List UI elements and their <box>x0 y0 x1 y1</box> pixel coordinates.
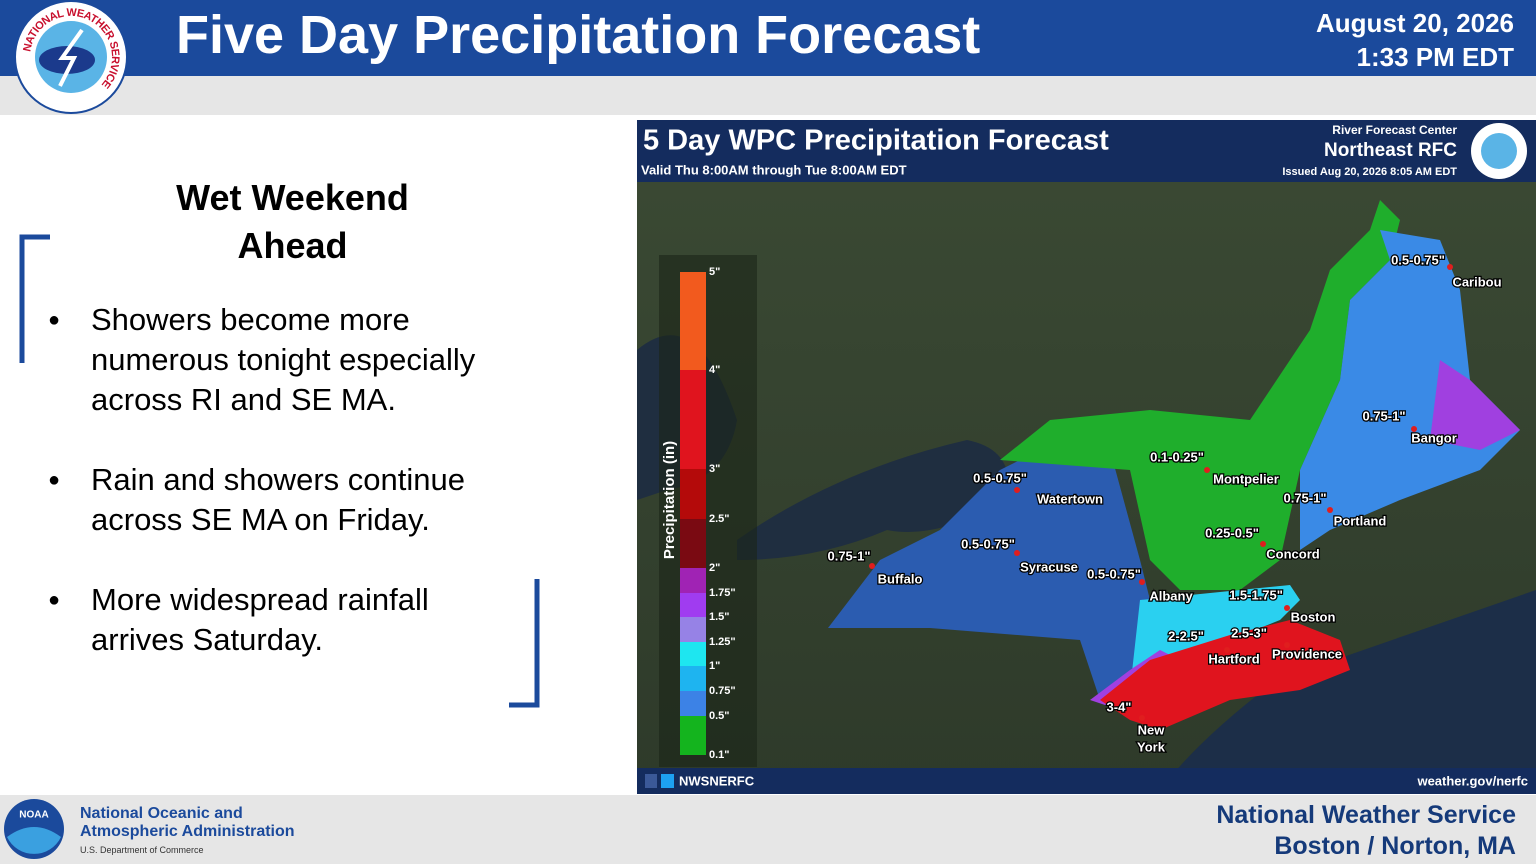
noaa-logo-text: NOAA <box>19 810 48 821</box>
legend-swatch <box>680 691 706 716</box>
office-line: National Weather Service <box>1216 801 1516 829</box>
timestamp: August 20, 2026 1:33 PM EDT <box>1316 6 1514 74</box>
city-label: Montpelier <box>1213 471 1279 486</box>
city-label: Bangor <box>1411 430 1457 445</box>
legend-title: Precipitation (in) <box>661 441 678 559</box>
legend-label: 1" <box>709 660 720 672</box>
issued: Issued Aug 20, 2026 8:05 AM EDT <box>1282 166 1457 178</box>
legend-swatch <box>680 568 706 593</box>
rfc-label: River Forecast Center <box>1332 123 1457 137</box>
date: August 20, 2026 <box>1316 8 1514 38</box>
map-labels: 0.5-0.75" Caribou 0.75-1" Bangor 0.1-0.2… <box>826 251 1503 756</box>
city-label: Portland <box>1334 513 1387 528</box>
city-label: York <box>1137 739 1166 754</box>
legend-label: 3" <box>709 463 720 475</box>
amount-label: 0.75-1" <box>1283 490 1326 505</box>
legend-swatch <box>680 469 706 519</box>
header-strip <box>0 76 1536 115</box>
legend-label: 0.75" <box>709 685 736 697</box>
noaa-logo: NOAA <box>4 799 64 859</box>
amount-label: 3-4" <box>1107 699 1132 714</box>
amount-label: 0.5-0.75" <box>961 536 1015 551</box>
legend: 5" 4" 3" 2.5" 2" 1.75" 1.5" 1.25" 1" 0.75" 0.5" 0.1… <box>680 266 736 761</box>
city-label: New <box>1138 722 1166 737</box>
region <box>1430 360 1520 450</box>
bullet: Rain and showers continue across SE MA o… <box>48 460 518 540</box>
map-footer <box>637 768 1536 794</box>
city-label: Boston <box>1291 609 1336 624</box>
city-label: Caribou <box>1452 274 1501 289</box>
office: National Weather Service Boston / Norton… <box>1216 800 1516 862</box>
legend-label: 2.5" <box>709 513 730 525</box>
legend-label: 4" <box>709 364 720 376</box>
rfc-name: Northeast RFC <box>1324 140 1457 161</box>
office-line: Boston / Norton, MA <box>1274 832 1516 860</box>
legend-label: 1.5" <box>709 611 730 623</box>
website: weather.gov/nerfc <box>1416 773 1528 788</box>
amount-label: 0.75-1" <box>827 548 870 563</box>
legend-swatch <box>680 716 706 755</box>
bullet: More widespread rainfall arrives Saturda… <box>48 580 518 660</box>
city-label: Buffalo <box>878 571 923 586</box>
city-label: Syracuse <box>1020 559 1078 574</box>
legend-swatch <box>680 593 706 617</box>
legend-label: 5" <box>709 266 720 278</box>
social-handle: NWSNERFC <box>679 773 755 788</box>
noaa-dept: U.S. Department of Commerce <box>80 845 204 855</box>
bracket-left <box>19 234 50 363</box>
noaa-name: National Oceanic and Atmospheric Adminis… <box>80 805 295 859</box>
legend-swatch <box>680 519 706 568</box>
legend-label: 1.25" <box>709 636 736 648</box>
legend-swatch <box>680 642 706 666</box>
legend-label: 2" <box>709 562 720 574</box>
legend-swatch <box>680 617 706 642</box>
fb-icon <box>645 774 657 788</box>
city-label: Watertown <box>1037 491 1103 506</box>
legend-swatch <box>680 370 706 469</box>
bracket-right <box>509 579 540 708</box>
region <box>1300 230 1520 550</box>
header-bar <box>0 0 1536 76</box>
nws-logo: NATIONAL WEATHER SERVICE <box>14 0 128 114</box>
city-label: Providence <box>1272 646 1342 661</box>
amount-label: 0.5-0.75" <box>1391 252 1445 267</box>
time: 1:33 PM EDT <box>1356 42 1515 72</box>
map-title: 5 Day WPC Precipitation Forecast <box>643 125 1109 157</box>
city-label: Hartford <box>1208 651 1259 666</box>
map-banner <box>637 120 1536 182</box>
noaa-line: Atmospheric Administration <box>80 823 295 840</box>
legend-box <box>659 255 757 767</box>
map-logo <box>1481 133 1517 169</box>
legend-label: 1.75" <box>709 587 736 599</box>
amount-label: 2-2.5" <box>1168 628 1204 643</box>
amount-label: 0.25-0.5" <box>1205 525 1259 540</box>
map-valid: Valid Thu 8:00AM through Tue 8:00AM EDT <box>641 162 907 177</box>
legend-swatch <box>680 666 706 691</box>
heading: Wet Weekend Ahead <box>176 177 409 266</box>
amount-label: 0.5-0.75" <box>1087 566 1141 581</box>
legend-swatch <box>680 272 706 370</box>
amount-label: 1.5-1.75" <box>1229 587 1283 602</box>
legend-label: 0.5" <box>709 710 730 722</box>
amount-label: 2.5-3" <box>1231 625 1267 640</box>
region <box>828 440 1200 700</box>
tw-icon <box>661 774 674 788</box>
amount-label: 0.5-0.75" <box>973 470 1027 485</box>
precip-map: 0.5-0.75" Caribou 0.75-1" Bangor 0.1-0.2… <box>637 120 1536 794</box>
region <box>1000 200 1400 590</box>
page-title: Five Day Precipitation Forecast <box>176 5 981 65</box>
bullet: Showers become more numerous tonight esp… <box>48 300 518 420</box>
city-dots <box>869 264 1453 721</box>
amount-label: 0.1-0.25" <box>1150 449 1204 464</box>
bullet-list: Showers become more numerous tonight esp… <box>48 300 518 700</box>
amount-label: 0.75-1" <box>1362 408 1405 423</box>
footer-bar <box>0 795 1536 864</box>
noaa-line: National Oceanic and <box>80 805 243 822</box>
city-label: Concord <box>1266 546 1320 561</box>
legend-label: 0.1" <box>709 749 730 761</box>
city-label: Albany <box>1149 588 1193 603</box>
